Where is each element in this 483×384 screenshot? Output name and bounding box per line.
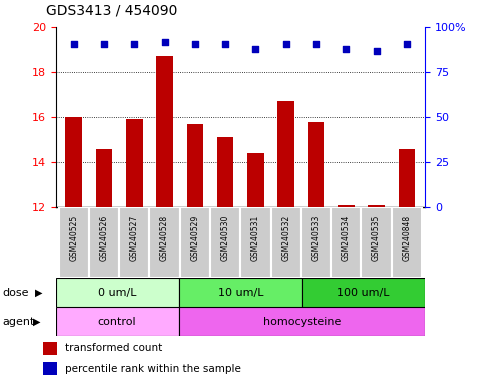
Point (252, 46, 259, 53)
Bar (156, 56, 173, 207)
Bar (398, 149, 415, 207)
Bar (179, 307, 425, 336)
Bar (179, 278, 302, 307)
Point (282, 41, 290, 47)
Text: GSM240535: GSM240535 (372, 214, 381, 261)
Point (70, 41, 78, 47)
Bar (301, 207, 331, 278)
Text: GSM240531: GSM240531 (251, 214, 260, 261)
Bar (56, 307, 179, 336)
Text: homocysteine: homocysteine (263, 316, 341, 327)
Text: 10 um/L: 10 um/L (217, 288, 263, 298)
Text: GSM240525: GSM240525 (69, 214, 78, 261)
Point (403, 41, 411, 47)
Bar (149, 207, 180, 278)
Bar (43, 362, 57, 375)
Bar (392, 207, 422, 278)
Text: GSM240848: GSM240848 (402, 214, 412, 261)
Bar (180, 207, 210, 278)
Text: GSM240534: GSM240534 (342, 214, 351, 261)
Bar (119, 207, 149, 278)
Bar (65, 117, 82, 207)
Point (100, 41, 108, 47)
Point (161, 38, 169, 45)
Bar (368, 205, 385, 207)
Point (130, 41, 138, 47)
Text: control: control (98, 316, 136, 327)
Bar (331, 207, 361, 278)
Text: ▶: ▶ (35, 288, 43, 298)
Bar (247, 153, 264, 207)
Text: GDS3413 / 454090: GDS3413 / 454090 (46, 3, 177, 17)
Bar (338, 205, 355, 207)
Text: GSM240530: GSM240530 (221, 214, 229, 261)
Text: 100 um/L: 100 um/L (337, 288, 390, 298)
Text: 0 um/L: 0 um/L (98, 288, 136, 298)
Point (342, 46, 350, 53)
Bar (43, 342, 57, 354)
Bar (361, 207, 392, 278)
Bar (302, 278, 425, 307)
Bar (186, 124, 203, 207)
Bar (241, 207, 270, 278)
Point (191, 41, 199, 47)
Text: dose: dose (2, 288, 29, 298)
Point (221, 41, 229, 47)
Bar (89, 207, 119, 278)
Text: agent: agent (2, 316, 35, 327)
Bar (277, 101, 294, 207)
Bar (58, 207, 89, 278)
Bar (96, 149, 113, 207)
Text: percentile rank within the sample: percentile rank within the sample (65, 364, 241, 374)
Bar (217, 137, 233, 207)
Text: GSM240532: GSM240532 (281, 214, 290, 261)
Bar (270, 207, 301, 278)
Point (373, 48, 381, 54)
Text: transformed count: transformed count (65, 343, 162, 353)
Text: GSM240528: GSM240528 (160, 214, 169, 261)
Bar (126, 119, 142, 207)
Text: GSM240526: GSM240526 (99, 214, 109, 261)
Bar (210, 207, 241, 278)
Bar (308, 122, 325, 207)
Text: GSM240533: GSM240533 (312, 214, 321, 261)
Point (312, 41, 320, 47)
Text: ▶: ▶ (33, 316, 41, 327)
Text: GSM240527: GSM240527 (130, 214, 139, 261)
Text: GSM240529: GSM240529 (190, 214, 199, 261)
Bar (56, 278, 179, 307)
